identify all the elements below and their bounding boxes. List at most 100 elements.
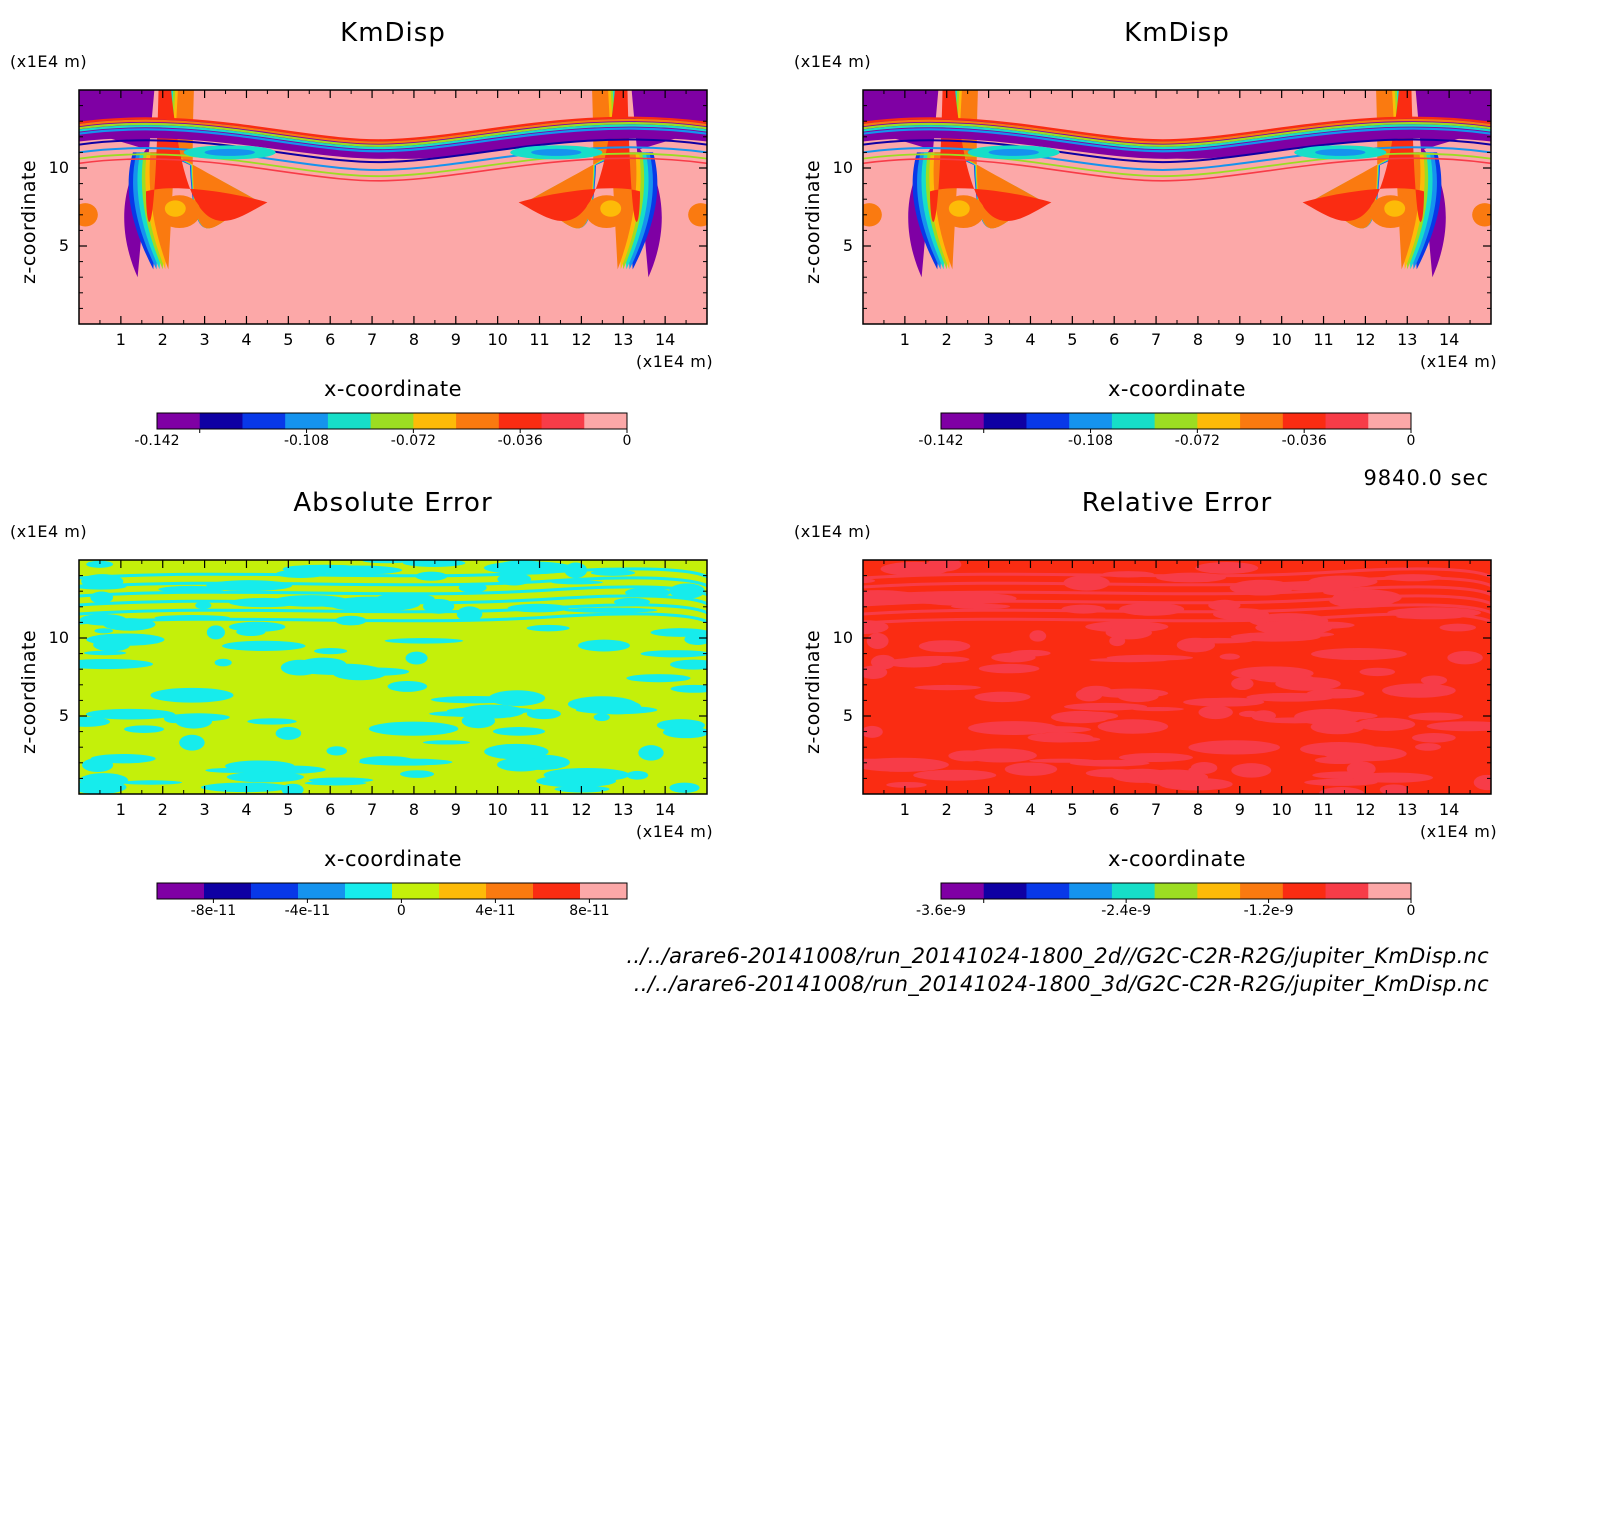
y-unit-label: (x1E4 m) bbox=[794, 52, 872, 71]
colorbar-tick-label: 0 bbox=[1406, 903, 1416, 919]
x-tick-label: 3 bbox=[983, 800, 994, 819]
colorbar-swatch bbox=[533, 883, 581, 899]
x-tick-label: 3 bbox=[983, 330, 994, 349]
x-tick-label: 3 bbox=[199, 330, 210, 349]
x-tick-label: 9 bbox=[450, 800, 461, 819]
y-unit-label: (x1E4 m) bbox=[10, 522, 88, 541]
colorbar-swatch bbox=[242, 413, 286, 429]
x-axis-label: x-coordinate bbox=[323, 847, 462, 871]
x-tick-label: 2 bbox=[941, 800, 952, 819]
colorbar-swatch bbox=[1154, 413, 1198, 429]
colorbar-swatch bbox=[251, 883, 299, 899]
colorbar-swatch bbox=[298, 883, 346, 899]
colorbar-tick-label: -0.108 bbox=[1067, 433, 1114, 449]
x-tick-label: 2 bbox=[941, 330, 952, 349]
colorbar-swatch bbox=[941, 413, 985, 429]
x-tick-label: 2 bbox=[157, 800, 168, 819]
colorbar-swatch bbox=[392, 883, 440, 899]
colorbar-tick-label: 0 bbox=[1406, 433, 1416, 449]
colorbar-swatch bbox=[413, 413, 457, 429]
colorbar-swatch bbox=[1368, 883, 1412, 899]
y-tick-label: 5 bbox=[842, 236, 853, 255]
chart-svg bbox=[78, 559, 708, 903]
colorbar-swatch bbox=[370, 413, 414, 429]
x-unit-label: (x1E4 m) bbox=[636, 822, 714, 841]
colorbar-swatch bbox=[1111, 413, 1156, 429]
chart-panel: KmDisp (x1E4 m) (x1E4 m) x-coordinate z-coor… bbox=[10, 18, 713, 449]
chart-title: KmDisp bbox=[1124, 18, 1230, 48]
colorbar-tick-label: -1.2e-9 bbox=[1243, 903, 1294, 919]
colorbar-tick-label: -0.036 bbox=[1281, 433, 1327, 449]
x-tick-label: 12 bbox=[1355, 800, 1376, 819]
x-tick-label: 13 bbox=[613, 800, 634, 819]
colorbar-swatch bbox=[456, 413, 500, 429]
x-tick-label: 7 bbox=[366, 330, 378, 349]
chart-title: Relative Error bbox=[1081, 488, 1273, 518]
colorbar-swatch bbox=[327, 413, 372, 429]
x-tick-label: 9 bbox=[1234, 330, 1245, 349]
x-axis-label: x-coordinate bbox=[323, 377, 462, 401]
colorbar-tick-label: -0.072 bbox=[1174, 433, 1220, 449]
x-tick-label: 14 bbox=[1438, 330, 1460, 349]
chart-panel: Relative Error (x1E4 m) (x1E4 m) x-coordina… bbox=[784, 470, 1604, 1524]
x-tick-label: 8 bbox=[1192, 800, 1204, 819]
x-tick-label: 12 bbox=[571, 800, 592, 819]
colorbar-swatch bbox=[199, 413, 243, 429]
x-tick-label: 9 bbox=[1234, 800, 1245, 819]
x-unit-label: (x1E4 m) bbox=[1420, 822, 1498, 841]
x-tick-label: 8 bbox=[1192, 330, 1204, 349]
colorbar-swatch bbox=[983, 883, 1027, 899]
colorbar-swatch bbox=[1197, 413, 1241, 429]
colorbar-tick-label: 0 bbox=[622, 433, 632, 449]
x-tick-label: 10 bbox=[1271, 330, 1292, 349]
x-tick-label: 7 bbox=[1150, 330, 1162, 349]
colorbar-swatch bbox=[486, 883, 534, 899]
colorbar-swatch bbox=[1368, 413, 1412, 429]
x-tick-label: 1 bbox=[899, 330, 910, 349]
x-tick-label: 3 bbox=[199, 800, 210, 819]
colorbar-tick-label: -3.6e-9 bbox=[916, 903, 966, 919]
x-tick-label: 11 bbox=[529, 330, 550, 349]
y-tick-label: 10 bbox=[832, 158, 853, 177]
heatmap-field bbox=[79, 560, 707, 794]
colorbar-swatch bbox=[1282, 883, 1327, 899]
y-tick-label: 5 bbox=[58, 706, 69, 725]
colorbar-swatch bbox=[983, 413, 1027, 429]
y-tick-label: 10 bbox=[832, 628, 853, 647]
x-unit-label: (x1E4 m) bbox=[1420, 352, 1498, 371]
x-tick-label: 14 bbox=[1438, 800, 1460, 819]
x-tick-label: 4 bbox=[1025, 800, 1036, 819]
colorbar-swatch bbox=[1069, 883, 1113, 899]
colorbar-swatch bbox=[941, 883, 985, 899]
x-tick-label: 7 bbox=[1150, 800, 1162, 819]
x-tick-label: 6 bbox=[325, 800, 336, 819]
x-tick-label: 4 bbox=[241, 800, 252, 819]
colorbar-tick-label: -8e-11 bbox=[190, 903, 237, 919]
x-tick-label: 2 bbox=[157, 330, 168, 349]
colorbar-swatch bbox=[285, 413, 329, 429]
colorbar-swatch bbox=[1154, 883, 1198, 899]
colorbar-tick-label: -2.4e-9 bbox=[1101, 903, 1152, 919]
colorbar-tick-label: 4e-11 bbox=[475, 903, 516, 919]
x-axis-label: x-coordinate bbox=[1107, 847, 1246, 871]
x-tick-label: 5 bbox=[283, 330, 294, 349]
colorbar-swatch bbox=[1069, 413, 1113, 429]
y-unit-label: (x1E4 m) bbox=[794, 522, 872, 541]
x-tick-label: 11 bbox=[529, 800, 550, 819]
file-path-3d: ../../arare6-20141008/run_20141024-1800_… bbox=[633, 972, 1489, 996]
colorbar-tick-label: -4e-11 bbox=[284, 903, 331, 919]
x-tick-label: 12 bbox=[571, 330, 592, 349]
colorbar-tick-label: 8e-11 bbox=[569, 903, 610, 919]
colorbar-swatch bbox=[1325, 413, 1369, 429]
x-tick-label: 12 bbox=[1355, 330, 1376, 349]
x-tick-label: 1 bbox=[115, 800, 126, 819]
heatmap-field bbox=[863, 90, 1491, 324]
colorbar-swatch bbox=[584, 413, 628, 429]
x-tick-label: 10 bbox=[487, 800, 508, 819]
colorbar-tick-label: -0.036 bbox=[497, 433, 543, 449]
colorbar-tick-label: -0.142 bbox=[134, 433, 180, 449]
heatmap-field bbox=[863, 560, 1491, 794]
colorbar-swatch bbox=[157, 883, 205, 899]
colorbar-swatch bbox=[1026, 413, 1070, 429]
heatmap-field bbox=[79, 90, 707, 324]
